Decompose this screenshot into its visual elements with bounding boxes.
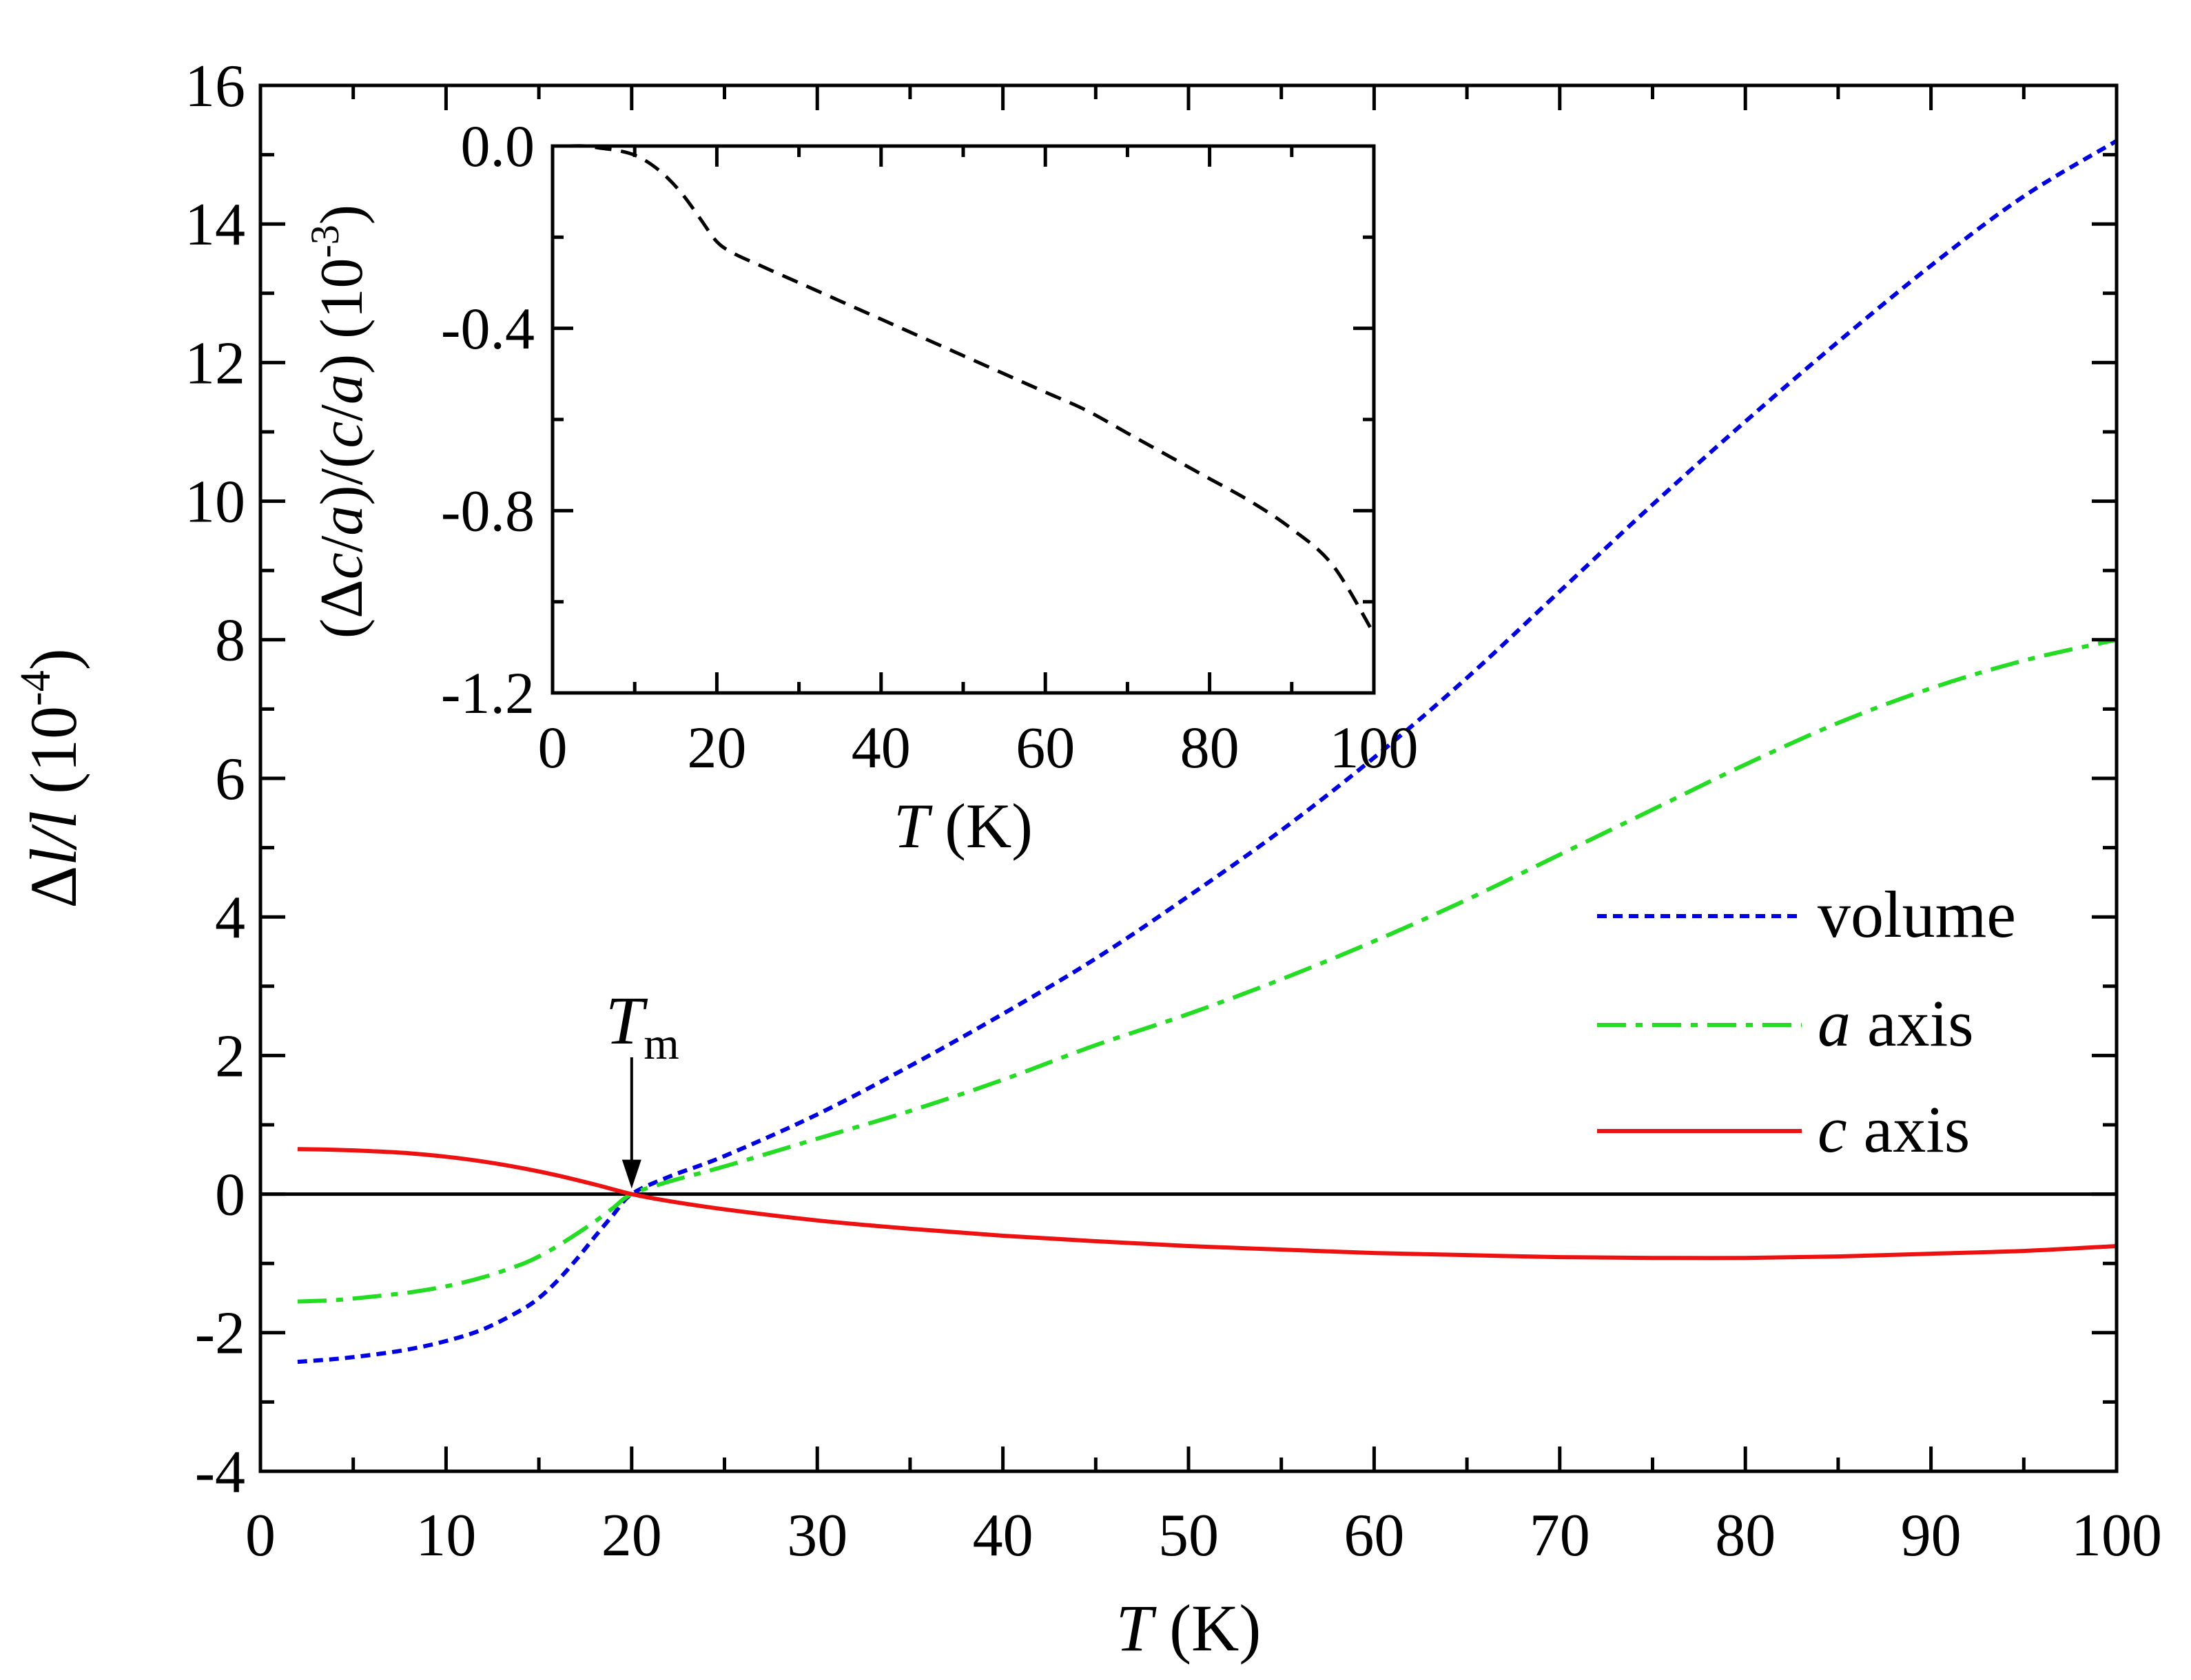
y-tick-label: 14 [185,191,245,258]
x-tick-label: 0 [538,714,568,780]
x-tick-label: 90 [1901,1502,1962,1569]
y-tick-label: -0.8 [441,478,535,544]
legend-rest: axis [1851,986,1974,1060]
x-tick-label: 20 [687,714,746,780]
inset-y-axis-part: a [309,374,376,404]
x-tick-label: 50 [1158,1502,1219,1569]
x-tick-label: 0 [245,1502,276,1569]
y-tick-label: 0.0 [461,113,535,179]
legend-label-volume: volume [1818,878,2016,951]
inset-y-axis-exponent: -3 [302,225,347,258]
inset-y-axis-close: ) [309,205,376,225]
y-tick-label: 2 [215,1023,245,1090]
y-tick-label: 10 [185,469,245,536]
x-tick-label: 100 [2071,1502,2162,1569]
x-tick-label: 40 [852,714,911,780]
y-tick-label: 6 [215,746,245,813]
y-axis-delta: Δ [17,866,90,909]
x-tick-label: 100 [1330,714,1419,780]
legend-italic: c [1818,1092,1847,1166]
x-tick-label: 80 [1180,714,1239,780]
series-line-c/a [568,144,1376,635]
series-line-a-axis [297,637,2117,1304]
x-tick-label: 30 [787,1502,847,1569]
x-tick-label: 20 [601,1502,662,1569]
annotation-arrow-head [621,1159,641,1189]
y-tick-label: -2 [195,1300,245,1367]
y-axis-base: (10 [17,706,90,811]
inset-y-axis-title: (Δc/a)/(c/a) (10-3) [302,205,376,639]
y-tick-label: 4 [215,884,245,951]
main-plot: 0 10 20 30 40 50 60 70 80 90 100 -4 -2 0 2 4 6 8 10 12 14 16 T… [12,53,2162,1665]
y-tick-label: -0.4 [441,295,535,362]
y-tick-label: 8 [215,608,245,674]
y-tick-label: 16 [185,53,245,120]
legend-label-a-axis: a axis [1818,986,1974,1060]
y-tick-label: -4 [195,1439,245,1506]
y-tick-label: -1.2 [441,660,535,726]
inset-y-axis-part: / [309,404,376,422]
legend-rest: axis [1847,1092,1971,1166]
x-tick-label: 70 [1530,1502,1590,1569]
x-tick-label: 10 [415,1502,476,1569]
x-axis-unit: (K) [929,791,1033,861]
legend-rest: volume [1818,878,2016,951]
x-axis-symbol: T [1116,1591,1158,1665]
annotation-symbol: T [606,982,648,1059]
inset-y-axis-part: c [309,422,376,448]
x-tick-label: 60 [1344,1502,1404,1569]
x-axis-unit: (K) [1153,1591,1261,1665]
legend-italic: a [1818,986,1851,1060]
y-axis-close: ) [17,648,90,670]
x-tick-label: 60 [1016,714,1075,780]
x-axis-title: T (K) [1116,1591,1262,1665]
legend-label-c-axis: c axis [1818,1092,1970,1166]
x-axis-symbol: T [894,791,933,861]
y-axis-title: Δl/l (10-4) [12,648,90,908]
y-axis-exponent: -4 [12,670,59,706]
y-tick-label: 12 [185,330,245,397]
y-axis-symbol: l/l [17,811,90,866]
inset-y-axis-part: a [309,506,376,536]
y-tick-label: 0 [215,1162,245,1229]
annotation-subscript: m [644,1019,679,1069]
inset-y-axis-part: ) (10 [309,258,376,375]
x-tick-label: 80 [1715,1502,1776,1569]
x-tick-label: 40 [973,1502,1033,1569]
inset-y-axis-part: (Δ [309,579,376,639]
x-axis-title: T (K) [894,791,1033,861]
inset-y-axis-part: c [309,552,376,579]
inset-y-axis-part: / [309,535,376,552]
annotation-label: Tm [606,982,679,1069]
series-line-c-axis [297,1147,2117,1261]
inset-y-axis-part: )/( [309,448,376,506]
